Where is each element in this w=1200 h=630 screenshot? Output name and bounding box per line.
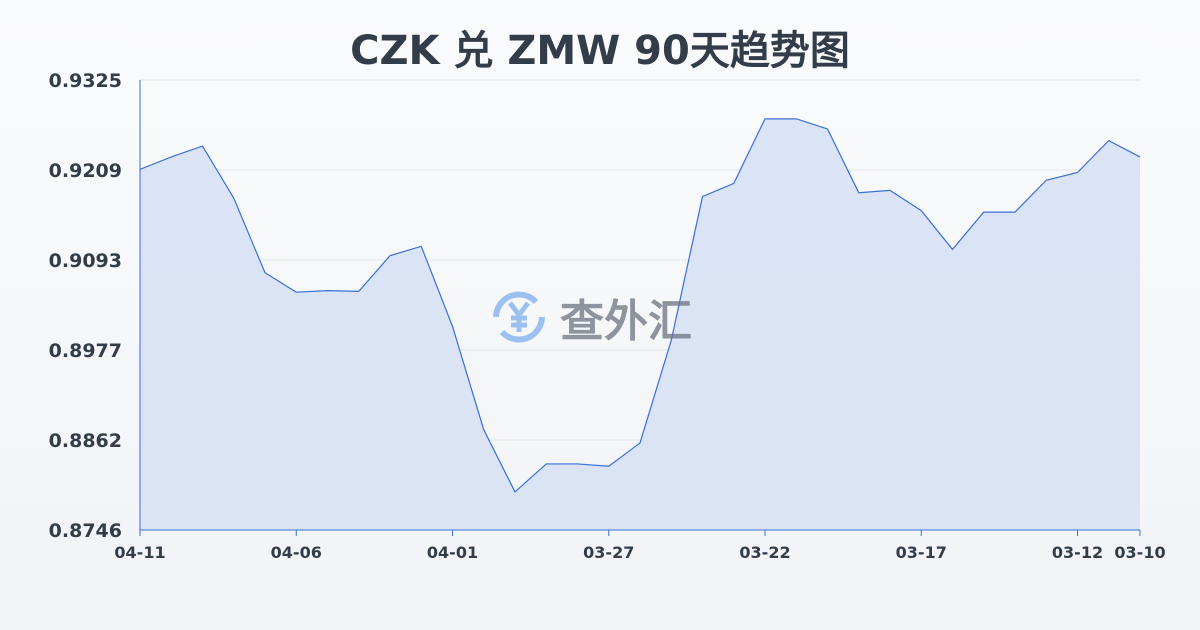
y-tick-label: 0.8862 xyxy=(49,430,122,452)
y-tick-label: 0.9325 xyxy=(49,70,122,92)
chart-title: CZK 兑 ZMW 90天趋势图 xyxy=(350,28,850,74)
x-tick-label: 04-06 xyxy=(271,543,322,562)
area-fill xyxy=(140,118,1140,530)
watermark: 查外汇 xyxy=(488,285,692,349)
y-tick-label: 0.9093 xyxy=(49,250,122,272)
y-tick-label: 0.8977 xyxy=(49,340,122,362)
x-tick-label: 03-22 xyxy=(739,543,790,562)
x-tick-label: 04-11 xyxy=(114,543,165,562)
x-tick-label: 03-12 xyxy=(1052,543,1103,562)
x-tick-label: 03-17 xyxy=(896,543,947,562)
yen-exchange-icon xyxy=(493,291,545,343)
x-tick-label: 04-01 xyxy=(427,543,478,562)
x-tick-label: 03-27 xyxy=(583,543,634,562)
x-tick-label: 03-10 xyxy=(1114,543,1165,562)
y-tick-label: 0.9209 xyxy=(49,160,122,182)
watermark-text: 查外汇 xyxy=(560,296,692,347)
y-tick-label: 0.8746 xyxy=(49,520,122,542)
